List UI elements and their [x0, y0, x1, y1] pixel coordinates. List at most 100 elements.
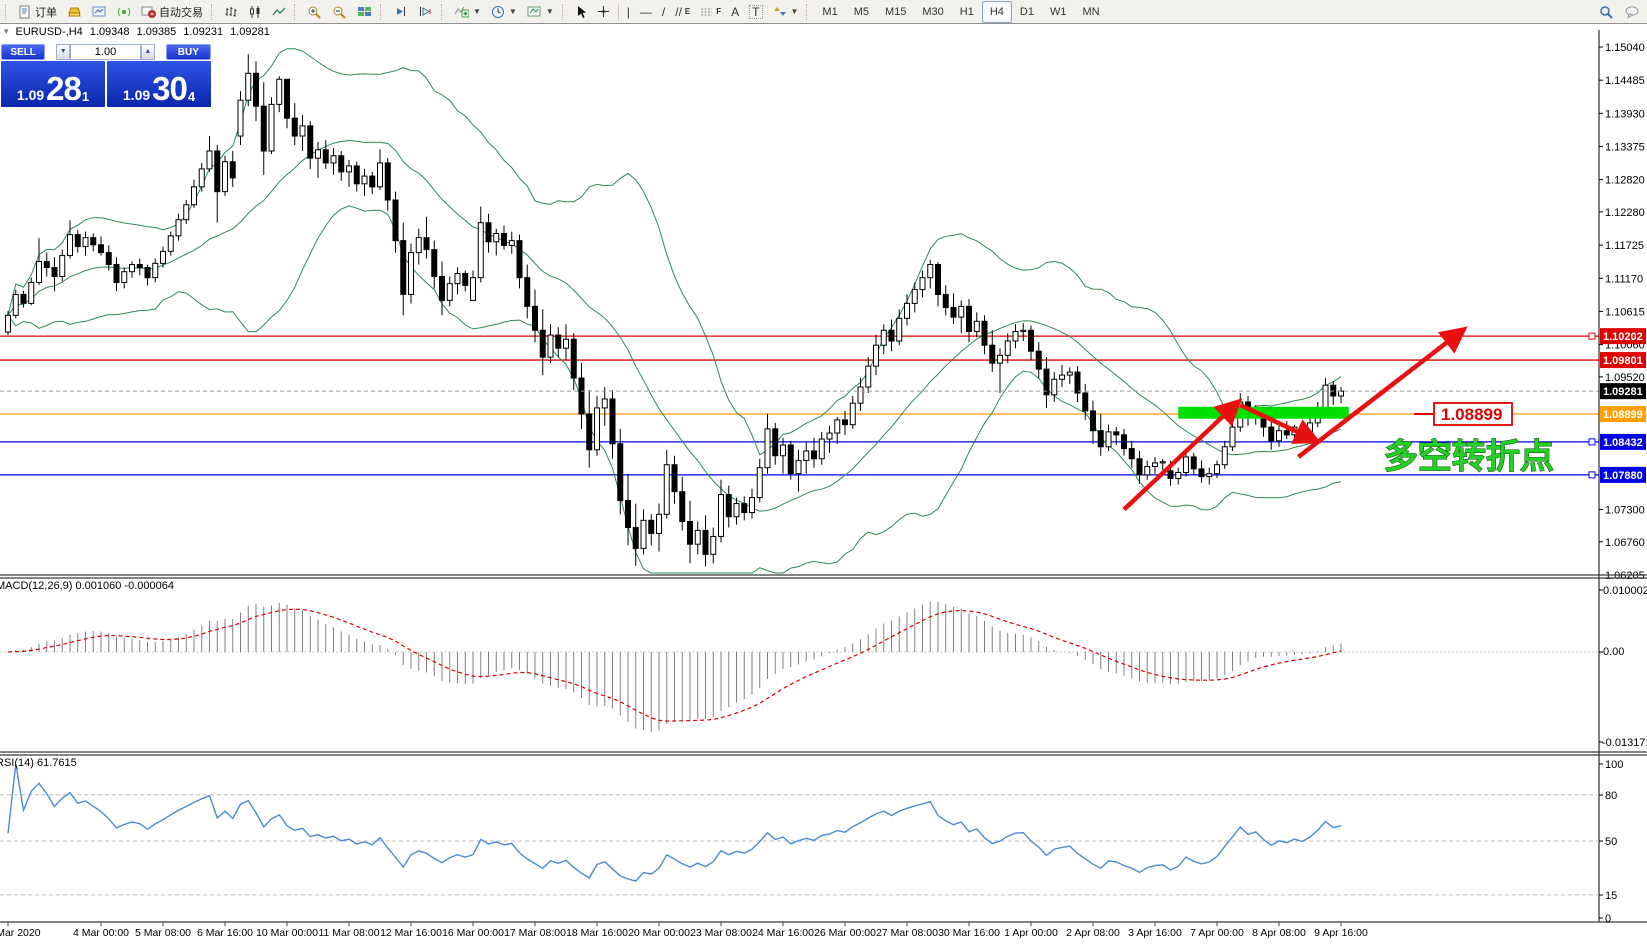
- timeframe-m15[interactable]: M15: [884, 5, 907, 18]
- toolbar-grip[interactable]: [441, 3, 446, 20]
- cursor-tool-button[interactable]: [570, 1, 592, 23]
- volume-up-stepper[interactable]: ▲: [140, 44, 155, 60]
- crosshair-tool-button[interactable]: [592, 1, 615, 23]
- timeframe-w1[interactable]: W1: [1049, 5, 1067, 18]
- volume-down-stepper[interactable]: ▼: [56, 44, 71, 60]
- price-axis[interactable]: 1.15040 1.14485 1.13930 1.13375 1.12820 1.122…: [1598, 30, 1646, 922]
- search-button[interactable]: [1594, 1, 1619, 23]
- auto-scroll-button[interactable]: [388, 1, 413, 23]
- volume-input[interactable]: 1.00: [70, 44, 141, 60]
- svg-text:23 Mar 08:00: 23 Mar 08:00: [690, 927, 752, 939]
- toolbar-grip[interactable]: [211, 3, 216, 20]
- sell-price-panel[interactable]: 1.09 28 1: [1, 61, 105, 107]
- timeframe-h1[interactable]: H1: [959, 5, 974, 18]
- svg-text:1.08432: 1.08432: [1603, 437, 1643, 449]
- svg-text:1.06760: 1.06760: [1605, 537, 1645, 549]
- clock-icon: [491, 5, 504, 18]
- trend-arrows: [1122, 326, 1468, 512]
- arrows-tool[interactable]: ▼: [768, 1, 804, 23]
- gold-button[interactable]: [62, 1, 87, 23]
- buy-price-prefix: 1.09: [122, 87, 151, 103]
- zoom-out-button[interactable]: [327, 1, 352, 23]
- equidistant-channel-tool[interactable]: //E: [670, 1, 695, 23]
- buy-button[interactable]: BUY: [165, 44, 211, 60]
- price-callout-box[interactable]: [1433, 402, 1513, 426]
- toolbar-grip[interactable]: [561, 3, 567, 20]
- toolbar-grip[interactable]: [380, 3, 385, 20]
- text-label-tool[interactable]: T: [744, 1, 767, 23]
- chat-button[interactable]: [1619, 1, 1645, 23]
- chevron-down-icon: ▼: [545, 7, 554, 16]
- search-icon: [1600, 5, 1613, 19]
- buy-price-panel[interactable]: 1.09 30 4: [107, 61, 211, 107]
- one-click-toggle-icon[interactable]: ▾: [4, 26, 9, 36]
- svg-text:80: 80: [1605, 790, 1617, 802]
- svg-text:2 Apr 08:00: 2 Apr 08:00: [1066, 927, 1120, 939]
- toolbar: 订单 自动交易 ▼ ▼: [0, 0, 1647, 24]
- green-zone-rect[interactable]: [1178, 406, 1349, 419]
- new-order-icon: [19, 5, 30, 18]
- svg-text:11 Mar 08:00: 11 Mar 08:00: [318, 927, 379, 939]
- fibonacci-tool[interactable]: F: [695, 1, 726, 23]
- indicators-button[interactable]: ▼: [449, 1, 486, 23]
- timeframe-m1[interactable]: M1: [822, 5, 838, 18]
- zoom-in-button[interactable]: [302, 1, 327, 23]
- toolbar-grip[interactable]: [294, 3, 299, 20]
- macd-label: MACD(12,26,9) 0.001060 -0.000064: [0, 580, 174, 592]
- hline-handle-1.10202[interactable]: [1588, 332, 1596, 340]
- trendline-tool[interactable]: /: [661, 4, 666, 19]
- timeframe-m30[interactable]: M30: [922, 5, 944, 18]
- autotrading-button[interactable]: 自动交易: [136, 1, 208, 23]
- autotrading-icon: [141, 6, 156, 18]
- candlestick-chart-button[interactable]: [243, 1, 267, 23]
- publish-chart-button[interactable]: [87, 1, 112, 23]
- auto-scroll-icon: [397, 7, 405, 16]
- svg-text:12 Mar 16:00: 12 Mar 16:00: [380, 927, 442, 939]
- signals-button[interactable]: [112, 1, 136, 23]
- cn-annotation-text[interactable]: 多空转折点: [1383, 437, 1554, 476]
- chevron-down-icon: ▼: [508, 7, 517, 16]
- ohlc-open: 1.09348: [89, 26, 130, 38]
- fibonacci-icon: [701, 8, 713, 15]
- bar-chart-button[interactable]: [219, 1, 243, 23]
- timeframe-m5[interactable]: M5: [853, 5, 869, 18]
- sell-button[interactable]: SELL: [1, 44, 46, 60]
- one-click-trading-panel: SELL ▼ 1.00 ▲ BUY 1.09 28 1 1.09 30 4: [1, 44, 211, 107]
- templates-icon: [527, 6, 541, 17]
- new-order-button[interactable]: 订单: [13, 1, 62, 23]
- text-tool[interactable]: A: [731, 4, 740, 19]
- svg-text:6 Mar 16:00: 6 Mar 16:00: [197, 927, 253, 939]
- periods-button[interactable]: ▼: [486, 1, 522, 23]
- timeframe-d1[interactable]: D1: [1019, 5, 1034, 18]
- vertical-line-tool[interactable]: |: [626, 4, 630, 19]
- indicators-add-icon: [454, 6, 469, 18]
- trend-arrow-1[interactable]: [1122, 398, 1243, 512]
- hline-handle-1.07880[interactable]: [1588, 471, 1596, 479]
- candles: [5, 54, 1344, 567]
- svg-text:24 Mar 16:00: 24 Mar 16:00: [752, 927, 814, 939]
- chart-window[interactable]: 1.08899 多空转折点 1.15040 1.14485 1.13930 1.13375…: [0, 23, 1647, 942]
- svg-text:1.06205: 1.06205: [1605, 570, 1645, 582]
- line-chart-button[interactable]: [267, 1, 291, 23]
- trend-arrow-3[interactable]: [1297, 326, 1468, 459]
- hline-handle-1.08432[interactable]: [1588, 438, 1596, 446]
- gold-ingot-icon: [68, 7, 81, 17]
- time-axis[interactable]: 2 Mar 2020 4 Mar 00:00 5 Mar 08:00 6 Mar 16…: [0, 922, 1368, 939]
- timeframe-buttons: M1 M5 M15 M30 H1 H4 D1 W1 MN: [814, 0, 1107, 23]
- chart-canvas[interactable]: 1.08899 多空转折点 1.15040 1.14485 1.13930 1.13375…: [0, 24, 1647, 942]
- timeframe-h4[interactable]: H4: [981, 0, 1012, 23]
- toolbar-grip[interactable]: [806, 3, 811, 20]
- svg-text:1.09520: 1.09520: [1605, 372, 1645, 384]
- toolbar-grip[interactable]: [5, 3, 10, 20]
- svg-text:2 Mar 2020: 2 Mar 2020: [0, 927, 41, 939]
- chart-shift-button[interactable]: [413, 1, 438, 23]
- templates-button[interactable]: ▼: [522, 1, 559, 23]
- trend-arrow-2[interactable]: [1239, 402, 1322, 444]
- symbol-period: EURUSD-,H4: [15, 26, 83, 38]
- horizontal-line-tool[interactable]: —: [639, 4, 652, 19]
- svg-text:1 Apr 00:00: 1 Apr 00:00: [1004, 927, 1058, 939]
- timeframe-mn[interactable]: MN: [1082, 5, 1100, 18]
- svg-text:3 Apr 16:00: 3 Apr 16:00: [1128, 927, 1182, 939]
- tile-windows-button[interactable]: [352, 1, 377, 23]
- green-zone: [1178, 406, 1349, 419]
